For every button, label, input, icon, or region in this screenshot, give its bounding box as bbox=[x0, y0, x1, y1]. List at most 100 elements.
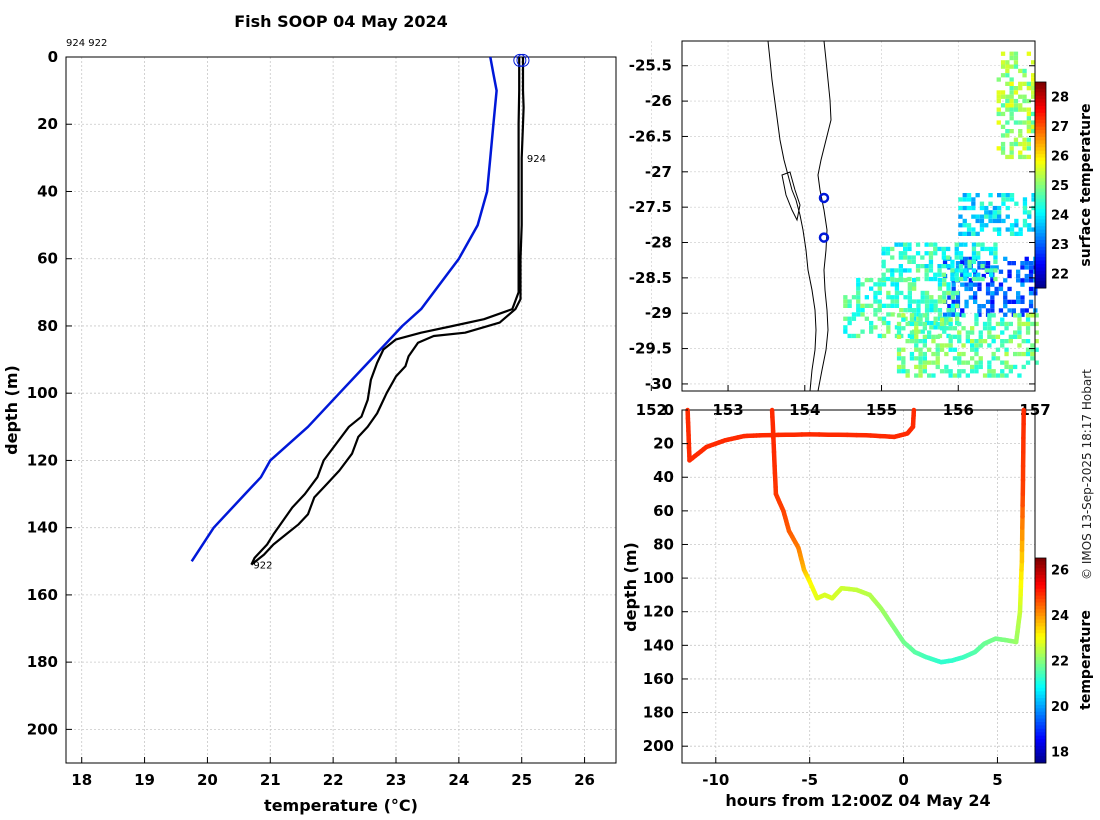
map-colorbar-segment bbox=[1035, 270, 1046, 275]
map-colorbar-segment bbox=[1035, 116, 1046, 121]
map-sst-pixel bbox=[1017, 313, 1022, 318]
map-sst-pixel bbox=[995, 321, 1001, 327]
map-sst-pixel bbox=[1009, 51, 1014, 56]
map-sst-pixel bbox=[989, 268, 994, 273]
map-sst-pixel bbox=[894, 286, 900, 291]
map-sst-pixel bbox=[922, 313, 927, 318]
map-sst-pixel bbox=[992, 227, 997, 232]
profile-x-tick-label: 19 bbox=[134, 771, 155, 789]
map-sst-pixel bbox=[1027, 223, 1032, 228]
map-sst-pixel bbox=[922, 369, 927, 374]
map-sst-pixel bbox=[903, 316, 908, 321]
map-sst-pixel bbox=[903, 308, 908, 313]
profile-end-label: 924 bbox=[527, 154, 546, 165]
map-sst-pixel bbox=[960, 273, 965, 279]
map-sst-pixel bbox=[1013, 55, 1019, 61]
map-sst-pixel bbox=[978, 364, 983, 370]
map-sst-pixel bbox=[947, 304, 952, 309]
map-sst-pixel bbox=[990, 278, 995, 283]
map-sst-pixel bbox=[1028, 269, 1034, 274]
map-sst-pixel bbox=[1000, 51, 1006, 56]
map-sst-pixel bbox=[948, 334, 953, 339]
time-depth-colorbar-segment bbox=[1035, 653, 1046, 658]
map-sst-pixel bbox=[905, 339, 910, 344]
map-sst-pixel bbox=[1034, 347, 1039, 352]
map-sst-pixel bbox=[946, 264, 951, 269]
time-depth-colorbar-segment bbox=[1035, 561, 1046, 566]
map-sst-pixel bbox=[929, 320, 934, 326]
time-depth-axes-frame bbox=[681, 409, 1036, 764]
time-depth-colorbar-segment bbox=[1035, 571, 1046, 576]
map-sst-pixel bbox=[881, 320, 887, 326]
map-sst-pixel bbox=[1025, 326, 1031, 331]
map-sst-pixel bbox=[987, 317, 992, 322]
map-sst-pixel bbox=[985, 265, 991, 270]
time-depth-colorbar-segment bbox=[1035, 701, 1046, 706]
map-colorbar-segment bbox=[1035, 226, 1046, 231]
map-sst-pixel bbox=[1014, 218, 1019, 224]
map-sst-pixel bbox=[1022, 68, 1027, 74]
map-colorbar-tick-label: 22 bbox=[1051, 267, 1069, 282]
map-sst-pixel bbox=[965, 334, 970, 339]
map-sst-pixel bbox=[890, 272, 895, 277]
map-sst-pixel bbox=[924, 276, 929, 282]
profile-y-tick-label: 180 bbox=[27, 653, 58, 671]
map-sst-pixel bbox=[1022, 94, 1027, 99]
map-sst-pixel bbox=[958, 255, 964, 260]
profile-x-tick-label: 21 bbox=[260, 771, 281, 789]
time-depth-colorbar-segment bbox=[1035, 581, 1046, 586]
map-sst-pixel bbox=[1022, 120, 1027, 125]
map-sst-pixel bbox=[939, 321, 945, 327]
time-depth-colorbar-segment bbox=[1035, 564, 1046, 569]
map-sst-pixel bbox=[896, 356, 902, 361]
map-sst-pixel bbox=[946, 282, 951, 287]
map-sst-pixel bbox=[971, 246, 977, 252]
map-sst-pixel bbox=[1007, 299, 1012, 304]
map-sst-pixel bbox=[944, 343, 949, 348]
map-sst-pixel bbox=[890, 276, 895, 282]
time-depth-y-tick-label: 120 bbox=[643, 603, 674, 621]
map-sst-pixel bbox=[939, 343, 945, 348]
map-sst-pixel bbox=[1009, 55, 1014, 61]
map-sst-pixel bbox=[1008, 321, 1013, 327]
map-sst-pixel bbox=[898, 272, 903, 277]
map-sst-pixel bbox=[951, 312, 956, 317]
map-sst-pixel bbox=[1020, 308, 1025, 313]
map-sst-pixel bbox=[937, 286, 943, 291]
map-sst-pixel bbox=[1016, 269, 1021, 274]
map-sst-pixel bbox=[947, 295, 952, 300]
map-sst-pixel bbox=[944, 369, 949, 374]
map-sst-pixel bbox=[974, 364, 979, 370]
time-depth-y-tick-label: 200 bbox=[643, 737, 674, 755]
map-sst-pixel bbox=[948, 326, 953, 331]
map-sst-pixel bbox=[914, 343, 919, 348]
map-sst-pixel bbox=[1005, 133, 1010, 138]
map-sst-pixel bbox=[957, 356, 962, 361]
map-sst-pixel bbox=[899, 308, 904, 313]
map-colorbar-segment bbox=[1035, 277, 1046, 282]
map-sst-pixel bbox=[1017, 317, 1022, 322]
map-colorbar-segment bbox=[1035, 85, 1046, 90]
map-sst-pixel bbox=[1016, 299, 1021, 304]
map-sst-pixel bbox=[896, 313, 902, 318]
map-colorbar-segment bbox=[1035, 119, 1046, 124]
map-sst-pixel bbox=[981, 304, 986, 309]
map-sst-pixel bbox=[935, 334, 940, 339]
map-sst-pixel bbox=[948, 321, 953, 327]
time-depth-colorbar-label: temperature bbox=[1078, 610, 1094, 710]
map-sst-pixel bbox=[907, 295, 912, 300]
map-sst-pixel bbox=[935, 356, 940, 361]
map-sst-pixel bbox=[961, 360, 966, 365]
map-sst-pixel bbox=[907, 286, 912, 291]
time-depth-colorbar-tick-label: 24 bbox=[1051, 609, 1069, 624]
map-sst-pixel bbox=[935, 347, 940, 352]
map-sst-pixel bbox=[985, 261, 991, 266]
map-sst-pixel bbox=[1009, 150, 1014, 155]
map-colorbar-segment bbox=[1035, 181, 1046, 186]
map-sst-pixel bbox=[1022, 146, 1027, 151]
map-sst-pixel bbox=[963, 268, 968, 273]
map-sst-pixel bbox=[996, 120, 1001, 125]
map-sst-pixel bbox=[924, 290, 930, 296]
map-sst-pixel bbox=[903, 251, 908, 256]
map-sst-pixel bbox=[933, 299, 938, 304]
